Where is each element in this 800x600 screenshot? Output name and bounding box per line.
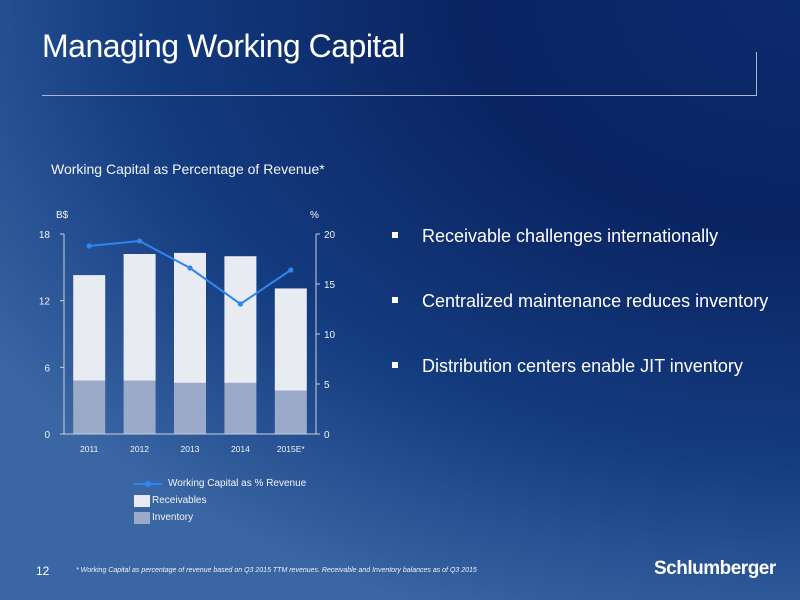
bullet-item: Receivable challenges internationally	[392, 226, 768, 291]
line-point-working-capital	[86, 243, 92, 249]
bar-receivables	[174, 252, 206, 383]
y-left-tick-label: 12	[39, 297, 51, 308]
bullet-item: Centralized maintenance reduces inventor…	[392, 291, 768, 356]
bar-inventory	[73, 380, 106, 434]
legend-swatch-receivables	[134, 494, 150, 507]
x-tick-label: 2015E*	[277, 444, 306, 454]
bullet-marker	[392, 362, 398, 368]
legend-item-line: Working Capital as % Revenue	[134, 475, 306, 492]
x-tick-label: 2014	[231, 444, 250, 454]
bullet-list: Receivable challenges internationally Ce…	[392, 226, 768, 421]
y-left-tick-label: 0	[44, 430, 50, 441]
x-tick-label: 2012	[130, 444, 149, 454]
title-divider-vertical	[756, 52, 757, 96]
bullet-text: Distribution centers enable JIT inventor…	[422, 356, 743, 376]
legend-line-marker	[134, 480, 162, 487]
line-point-working-capital	[187, 265, 193, 271]
legend-label-inventory: Inventory	[152, 512, 194, 523]
bar-inventory	[174, 382, 206, 434]
chart-title: Working Capital as Percentage of Revenue…	[51, 161, 325, 177]
bar-inventory	[274, 390, 307, 434]
legend-item-inventory: Inventory	[134, 509, 306, 526]
bar-receivables	[224, 256, 257, 383]
bar-receivables	[274, 288, 307, 391]
y-right-tick-label: 20	[324, 230, 336, 241]
footnote: * Working Capital as percentage of reven…	[76, 567, 477, 574]
line-point-working-capital	[288, 267, 294, 273]
x-tick-label: 2011	[80, 444, 99, 454]
bullet-item: Distribution centers enable JIT inventor…	[392, 356, 768, 421]
legend-item-receivables: Receivables	[134, 492, 306, 509]
bar-receivables	[73, 275, 106, 381]
legend-swatch-inventory	[134, 511, 150, 524]
bullet-text: Receivable challenges internationally	[422, 226, 719, 246]
legend-label-receivables: Receivables	[152, 495, 207, 506]
line-point-working-capital	[137, 238, 143, 244]
bullet-marker	[392, 297, 398, 303]
legend-label-line: Working Capital as % Revenue	[168, 478, 307, 489]
y-right-tick-label: 10	[324, 330, 336, 341]
y-left-tick-label: 6	[44, 363, 50, 374]
bar-inventory	[224, 382, 257, 434]
y-right-tick-label: 0	[324, 430, 330, 441]
chart-legend: Working Capital as % Revenue Receivables…	[134, 475, 306, 526]
x-tick-label: 2013	[181, 444, 200, 454]
y-left-axis-label: B$	[56, 210, 69, 221]
slide-title: Managing Working Capital	[42, 28, 405, 64]
bar-inventory	[123, 380, 156, 434]
line-point-working-capital	[237, 301, 243, 307]
bar-receivables	[123, 254, 156, 381]
company-logo: Schlumberger	[654, 558, 776, 579]
y-left-tick-label: 18	[39, 230, 51, 241]
title-divider	[42, 95, 756, 96]
y-right-tick-label: 15	[324, 280, 336, 291]
bullet-text: Centralized maintenance reduces inventor…	[422, 291, 769, 311]
y-right-tick-label: 5	[324, 380, 330, 391]
bullet-marker	[392, 232, 398, 238]
y-right-axis-label: %	[310, 210, 319, 221]
page-number: 12	[36, 564, 50, 578]
